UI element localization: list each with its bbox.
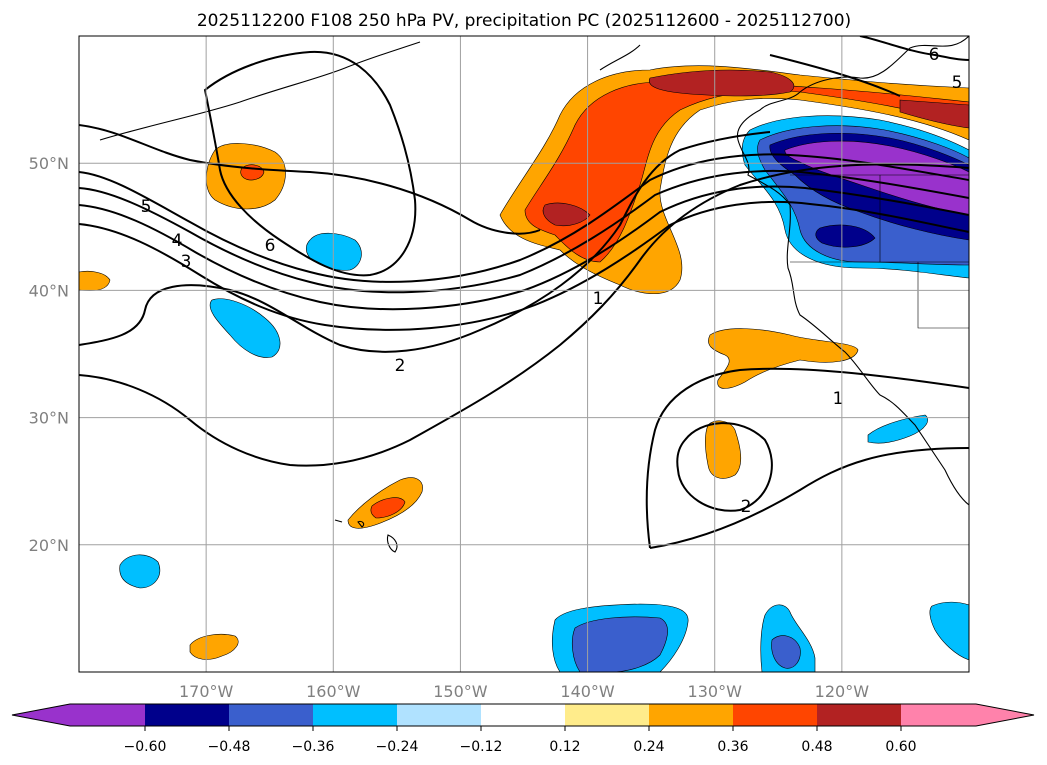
colorbar-extend-min bbox=[12, 704, 145, 726]
colorbar-tick-label: −0.24 bbox=[376, 739, 419, 755]
colorbar-segment bbox=[565, 704, 650, 726]
colorbar-tick-label: −0.60 bbox=[124, 739, 167, 755]
colorbar-segment bbox=[145, 704, 230, 726]
contour-label: 2 bbox=[741, 497, 752, 517]
colorbar-ticks: −0.60 −0.48 −0.36 −0.24 −0.12 0.12 0.24 0.36 0.4… bbox=[124, 726, 917, 755]
lon-tick-label: 140°W bbox=[560, 682, 615, 701]
colorbar-tick-label: 0.24 bbox=[633, 739, 664, 755]
lon-tick-label: 170°W bbox=[179, 682, 234, 701]
gridlines bbox=[79, 36, 969, 672]
colorbar-segment bbox=[229, 704, 314, 726]
colorbar-segment bbox=[733, 704, 818, 726]
colorbar-segment bbox=[397, 704, 482, 726]
contour-label: 6 bbox=[265, 236, 276, 256]
colorbar-tick-label: −0.36 bbox=[292, 739, 335, 755]
lon-tick-label: 130°W bbox=[688, 682, 743, 701]
contour-label: 4 bbox=[172, 231, 183, 251]
colorbar-extend-max bbox=[901, 704, 1034, 726]
map-panel bbox=[79, 36, 969, 672]
colorbar-segment bbox=[817, 704, 902, 726]
map-frame bbox=[78, 35, 970, 673]
colorbar-tick-label: −0.12 bbox=[460, 739, 503, 755]
lon-tick-label: 160°W bbox=[306, 682, 361, 701]
lon-tick-label: 120°W bbox=[815, 682, 870, 701]
lon-tick-label: 150°W bbox=[433, 682, 488, 701]
contour-label: 5 bbox=[952, 73, 963, 93]
colorbar-segment bbox=[481, 704, 566, 726]
colorbar-tick-label: −0.48 bbox=[208, 739, 251, 755]
colorbar-tick-label: 0.48 bbox=[801, 739, 832, 755]
figure-title: 2025112200 F108 250 hPa PV, precipitatio… bbox=[197, 11, 851, 31]
lat-tick-label: 50°N bbox=[29, 154, 69, 173]
lat-tick-label: 30°N bbox=[29, 409, 69, 428]
contour-label: 2 bbox=[395, 356, 406, 376]
longitude-labels: 170°W 160°W 150°W 140°W 130°W 120°W bbox=[179, 682, 869, 701]
contour-label: 1 bbox=[833, 389, 844, 409]
colorbar-segment bbox=[313, 704, 398, 726]
colorbar-tick-label: 0.12 bbox=[549, 739, 580, 755]
colorbar-segment bbox=[649, 704, 734, 726]
colorbar bbox=[11, 703, 1035, 727]
colorbar-outline bbox=[11, 703, 1035, 727]
colorbar-tick-label: 0.60 bbox=[885, 739, 916, 755]
latitude-labels: 20°N 30°N 40°N 50°N bbox=[29, 154, 69, 555]
lat-tick-label: 40°N bbox=[29, 281, 69, 300]
contour-labels: 5 4 3 6 2 1 1 2 6 5 bbox=[141, 45, 963, 517]
colorbar-tick-label: 0.36 bbox=[717, 739, 748, 755]
lat-tick-label: 20°N bbox=[29, 536, 69, 555]
contour-label: 3 bbox=[181, 252, 192, 272]
pv-contours bbox=[79, 36, 969, 549]
contour-label: 1 bbox=[593, 289, 604, 309]
contour-label: 5 bbox=[141, 197, 152, 217]
contour-label: 6 bbox=[929, 45, 940, 65]
